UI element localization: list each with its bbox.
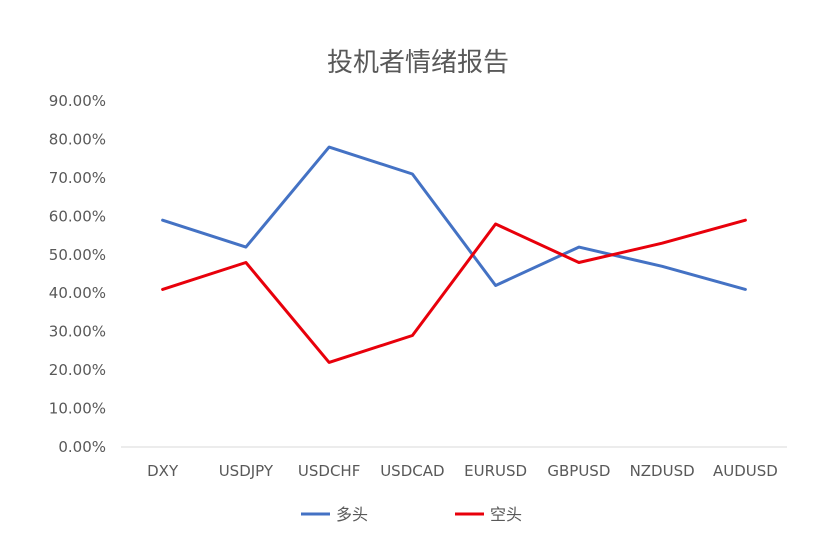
x-tick-label: DXY bbox=[147, 462, 179, 480]
legend-label: 空头 bbox=[490, 505, 522, 524]
series-line-1 bbox=[161, 145, 747, 291]
chart-title: 投机者情绪报告 bbox=[327, 48, 509, 78]
y-tick-label: 40.00% bbox=[49, 284, 106, 302]
y-tick-label: 0.00% bbox=[58, 438, 106, 456]
y-tick-label: 10.00% bbox=[49, 400, 106, 418]
y-tick-label: 50.00% bbox=[49, 246, 106, 264]
x-tick-label: EURUSD bbox=[464, 462, 527, 480]
x-tick-label: AUDUSD bbox=[713, 462, 778, 480]
series-lines bbox=[161, 145, 747, 364]
y-tick-label: 60.00% bbox=[49, 207, 106, 225]
legend-label: 多头 bbox=[336, 505, 368, 524]
x-tick-label: USDJPY bbox=[219, 462, 274, 480]
y-tick-label: 20.00% bbox=[49, 361, 106, 379]
y-tick-label: 90.00% bbox=[49, 92, 106, 110]
series-line-2 bbox=[161, 218, 747, 364]
x-axis-ticks: DXY USDJPY USDCHF USDCAD EURUSD GBPUSD NZDUSD A… bbox=[147, 462, 778, 480]
y-tick-label: 70.00% bbox=[49, 169, 106, 187]
x-tick-label: GBPUSD bbox=[547, 462, 610, 480]
x-tick-label: USDCHF bbox=[298, 462, 360, 480]
x-tick-label: NZDUSD bbox=[630, 462, 695, 480]
legend: 多头 空头 bbox=[301, 505, 522, 524]
y-axis-ticks: 0.00% 10.00% 20.00% 30.00% 40.00% 50.00% 60.00… bbox=[49, 92, 106, 456]
y-tick-label: 80.00% bbox=[49, 130, 106, 148]
y-tick-label: 30.00% bbox=[49, 323, 106, 341]
x-tick-label: USDCAD bbox=[380, 462, 444, 480]
